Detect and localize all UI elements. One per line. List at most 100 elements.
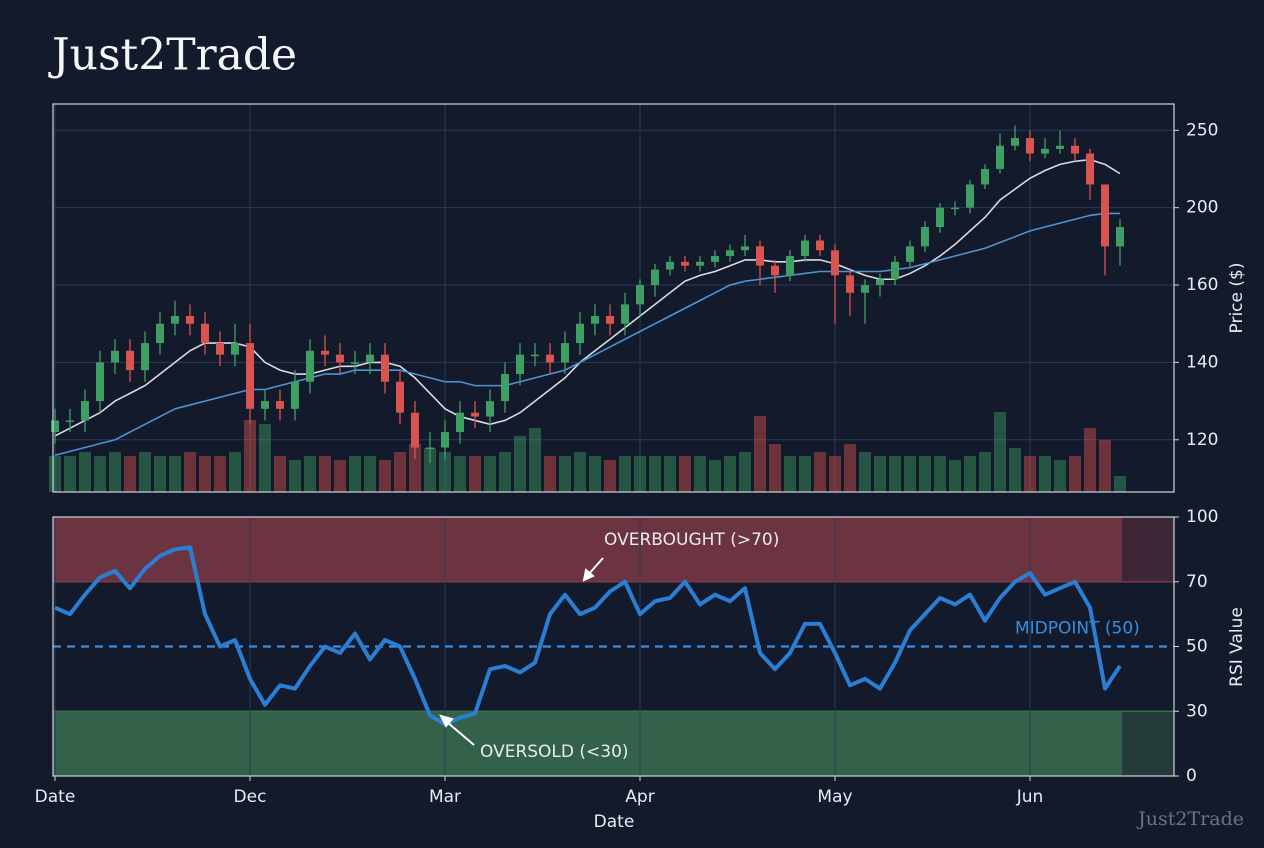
volume-bar <box>1069 456 1081 492</box>
volume-bar <box>739 452 751 492</box>
candle-body <box>426 447 434 450</box>
candle-body <box>366 354 374 363</box>
candle-body <box>516 354 524 375</box>
candle-body <box>531 354 539 357</box>
volume-bar <box>169 456 181 492</box>
candle-body <box>186 315 194 324</box>
volume-bar <box>619 456 631 492</box>
candle-body <box>81 401 89 421</box>
candle-body <box>786 256 794 276</box>
volume-bar <box>289 460 301 492</box>
volume-bar <box>904 456 916 492</box>
volume-bar <box>859 452 871 492</box>
rsi-frame <box>52 516 1175 777</box>
candle-body <box>651 269 659 286</box>
volume-bar <box>319 456 331 492</box>
volume-bar <box>64 456 76 492</box>
volume-bar <box>949 460 961 492</box>
volume-bar <box>184 452 196 492</box>
x-tick-label: Mar <box>429 787 461 807</box>
volume-bar <box>604 460 616 492</box>
candle-body <box>1101 184 1109 247</box>
volume-bar <box>364 456 376 492</box>
y-tick-label: 100 <box>1186 507 1218 527</box>
moving-average <box>54 212 1120 457</box>
volume-bar <box>814 452 826 492</box>
volume-bar <box>1054 460 1066 492</box>
candle-body <box>486 401 494 417</box>
candle-body <box>156 323 164 344</box>
rsi-line <box>54 545 1122 727</box>
volume-bar <box>334 460 346 492</box>
candle-body <box>1116 227 1124 247</box>
y-tick-label: 30 <box>1186 701 1208 721</box>
candle-body <box>96 362 104 402</box>
candle-body <box>396 381 404 413</box>
candle-body <box>726 250 734 257</box>
candle-body <box>201 323 209 344</box>
candle-body <box>576 323 584 344</box>
volume-bar <box>544 456 556 492</box>
rsi-band <box>53 711 1122 776</box>
candle-body <box>891 261 899 280</box>
volume-bar <box>979 452 991 492</box>
candle-body <box>561 343 569 363</box>
candle-body <box>936 207 944 228</box>
y-axis-label: Price ($) <box>1227 263 1247 334</box>
candle-body <box>1011 138 1019 146</box>
candle-body <box>291 381 299 409</box>
candle-body <box>996 145 1004 169</box>
volume-bar <box>784 456 796 492</box>
candle-body <box>546 354 554 363</box>
candle-body <box>666 261 674 270</box>
volume-bar <box>349 456 361 492</box>
volume-bar <box>919 456 931 492</box>
volume-bar <box>154 456 166 492</box>
x-tick-label: Date <box>35 787 76 807</box>
candle-body <box>861 285 869 293</box>
arrow <box>587 557 604 576</box>
volume-bar <box>589 456 601 492</box>
candle-body <box>906 246 914 262</box>
volume-bar <box>394 452 406 492</box>
volume-bar <box>79 452 91 492</box>
volume-bar <box>139 452 151 492</box>
plot-layer: 120 140 160 200 250 Date Dec Mar Apr May Jun 0 30 50 7… <box>35 104 1218 807</box>
volume-bar <box>724 456 736 492</box>
y-tick-label: 70 <box>1186 572 1208 592</box>
arrow <box>446 721 475 746</box>
volume-bar <box>799 456 811 492</box>
watermark: Just2Trade <box>1136 808 1244 830</box>
volume-bar <box>709 460 721 492</box>
candle-body <box>741 246 749 251</box>
candle-body <box>216 343 224 355</box>
candle-body <box>711 256 719 262</box>
volume-bar <box>469 456 481 492</box>
candle-body <box>876 279 884 286</box>
page-title: Just2Trade <box>48 30 297 81</box>
candle-body <box>261 401 269 409</box>
volume-bar <box>754 416 766 492</box>
annotation: OVERBOUGHT (>70) <box>604 530 779 550</box>
price-frame <box>52 103 1175 493</box>
candle-body <box>321 350 329 355</box>
volume-bar <box>649 456 661 492</box>
annotation-arrows <box>439 557 604 746</box>
candle-body <box>771 265 779 276</box>
candle-body <box>591 315 599 324</box>
volume-bar <box>49 456 61 492</box>
candle-body <box>111 350 119 363</box>
volume-bar <box>214 456 226 492</box>
candle-body <box>1071 145 1079 154</box>
x-tick-label: Dec <box>234 787 267 807</box>
candle-body <box>66 420 74 422</box>
candle-body <box>126 350 134 371</box>
candle-body <box>846 275 854 293</box>
volume-bar <box>109 452 121 492</box>
volume-bar <box>304 456 316 492</box>
rsi-band-future <box>1122 517 1174 582</box>
volume-bar <box>1039 456 1051 492</box>
candle-body <box>1026 138 1034 154</box>
volume-bar <box>484 456 496 492</box>
